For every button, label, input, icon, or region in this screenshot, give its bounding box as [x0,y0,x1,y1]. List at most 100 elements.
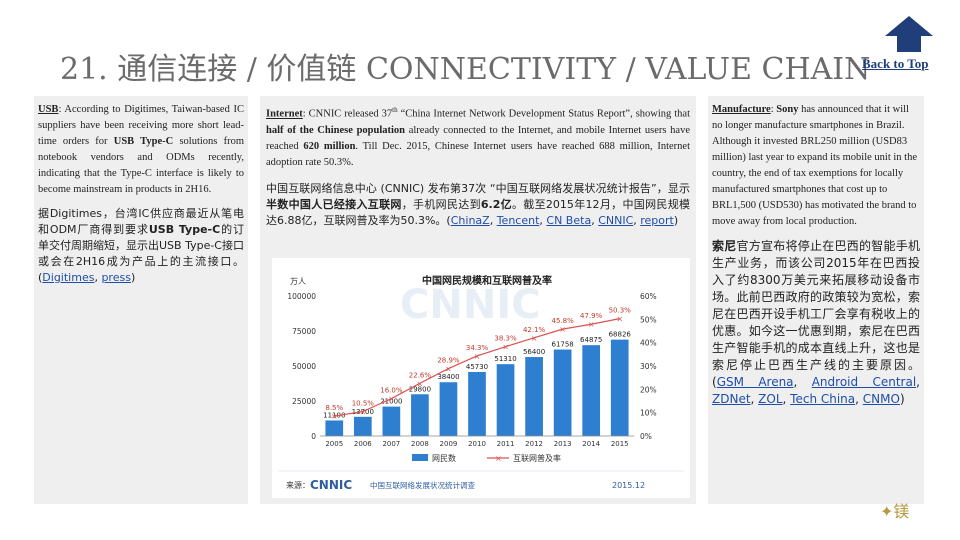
rate-value-label: 42.1% [523,326,546,334]
x-tick-label: 2010 [468,440,486,448]
y2-tick-label: 10% [640,409,657,418]
source-link-techchina[interactable]: Tech China [790,392,856,406]
source-link-report[interactable]: report [640,213,674,227]
brand-logo-icon: ✦镁 [880,502,910,521]
rate-point-marker: × [388,395,395,404]
source-link-press[interactable]: press [101,271,131,284]
chart-legend: 网民数 × 互联网普及率 [412,453,561,463]
rate-point-marker: × [417,379,424,388]
rate-point-marker: × [559,325,566,334]
back-to-top-link[interactable]: Back to Top [862,56,929,71]
bar-internet-users-2013 [553,349,572,436]
y-tick-label: 25000 [292,397,316,406]
source-link-cnnic[interactable]: CNNIC [598,213,634,227]
y-tick-label: 75000 [292,327,316,336]
x-tick-label: 2007 [382,440,400,448]
legend-marker-rate: × [495,454,502,463]
y2-tick-label: 50% [640,315,657,324]
internet-label: Internet [266,108,303,120]
x-tick-label: 2009 [440,440,458,448]
rate-series-line [334,318,620,417]
bar-value-label: 61758 [551,341,573,349]
source-link-androidcentral[interactable]: Android Central [811,375,917,389]
chart-watermark: CNNIC [400,282,541,328]
bar-value-label: 21000 [380,398,402,406]
bar-value-label: 68826 [609,331,632,339]
bar-value-label: 51310 [494,355,516,363]
source-link-chinaz[interactable]: ChinaZ [450,213,490,227]
chart-source-prefix: 来源： [286,481,310,490]
bar-internet-users-2007 [382,406,401,436]
usb-news-chinese: 据Digitimes，台湾IC供应商最近从笔电和ODM厂商得到要求USB Typ… [38,207,244,284]
source-link-digitimes[interactable]: Digitimes [42,271,95,284]
bar-internet-users-2005 [325,420,344,436]
bar-value-label: 11100 [323,411,345,419]
chart-source-text: 中国互联网络发展状况统计调查 [370,480,475,490]
rate-value-label: 45.8% [552,317,575,325]
bar-value-label: 38400 [437,373,459,381]
manufacture-news-english: Manufacture: Sony has announced that it … [712,104,918,227]
rate-value-label: 28.9% [437,357,460,365]
x-tick-label: 2013 [554,440,572,448]
bar-internet-users-2012 [525,357,543,436]
source-link-zol[interactable]: ZOL [758,392,783,406]
rate-value-label: 38.3% [494,335,517,343]
internet-news-english: Internet: CNNIC released 37th “China Int… [266,106,691,168]
rate-value-label: 22.6% [409,371,432,379]
manufacture-label: Manufacture [712,104,771,115]
y2-tick-label: 20% [640,385,657,394]
source-link-cnmo[interactable]: CNMO [862,392,900,406]
x-tick-label: 2014 [582,440,600,448]
usb-news-panel: USB: According to Digitimes, Taiwan-base… [34,96,248,504]
rate-value-label: 10.5% [352,400,375,408]
chart-title: 中国网民规模和互联网普及率 [422,274,552,287]
source-link-cnbeta[interactable]: CN Beta [546,213,592,227]
internet-news-panel: Internet: CNNIC released 37th “China Int… [260,96,696,504]
rate-point-marker: × [445,365,452,374]
y2-tick-label: 30% [640,362,657,371]
usb-news-english: USB: According to Digitimes, Taiwan-base… [38,104,244,195]
rate-value-label: 47.9% [580,312,603,320]
x-tick-label: 2008 [411,440,429,448]
bar-value-label: 56400 [523,348,545,356]
page-title: 21. 通信连接 / 价值链 CONNECTIVITY / VALUE CHAI… [60,52,871,87]
rate-point-marker: × [588,320,595,329]
rate-value-label: 16.0% [380,387,403,395]
rate-point-marker: × [502,343,509,352]
manufacture-news-panel: Manufacture: Sony has announced that it … [708,96,924,504]
x-tick-label: 2005 [325,440,343,448]
source-link-gsmarena[interactable]: GSM Arena [716,375,794,389]
rate-value-label: 8.5% [325,404,343,412]
y-tick-label: 50000 [292,362,316,371]
cnnic-logo-icon: CNNIC [310,478,352,492]
bar-internet-users-2011 [496,364,515,436]
internet-news-chinese: 中国互联网络信息中心 (CNNIC) 发布第37次 “中国互联网络发展状况统计报… [266,181,691,227]
rate-point-marker: × [331,412,338,421]
rate-value-label: 34.3% [466,344,489,352]
x-tick-label: 2006 [354,440,372,448]
chart-date: 2015.12 [612,481,645,490]
y2-tick-label: 60% [640,292,657,301]
x-tick-label: 2012 [525,440,543,448]
source-link-tencent[interactable]: Tencent [496,213,540,227]
rate-value-label: 50.3% [609,307,632,315]
bar-internet-users-2008 [411,394,429,436]
back-to-top-arrow-icon[interactable] [883,14,935,54]
legend-swatch-users [412,454,428,461]
y2-tick-label: 0% [640,432,652,441]
x-tick-label: 2011 [497,440,515,448]
rate-point-marker: × [531,334,538,343]
source-link-zdnet[interactable]: ZDNet [712,392,751,406]
y-tick-label: 100000 [287,292,316,301]
bar-internet-users-2010 [468,371,486,436]
x-tick-label: 2015 [611,440,629,448]
rate-point-marker: × [359,408,366,417]
legend-label-users: 网民数 [432,453,456,463]
y-tick-label: 0 [311,432,316,441]
bar-value-label: 64875 [580,336,602,344]
bar-value-label: 45730 [466,363,488,371]
y2-tick-label: 40% [640,339,657,348]
rate-point-marker: × [474,352,481,361]
bar-internet-users-2015 [610,339,629,436]
manufacture-news-chinese: 索尼官方宣布将停止在巴西的智能手机生产业务，而该公司2015年在巴西投入了约83… [712,239,920,406]
